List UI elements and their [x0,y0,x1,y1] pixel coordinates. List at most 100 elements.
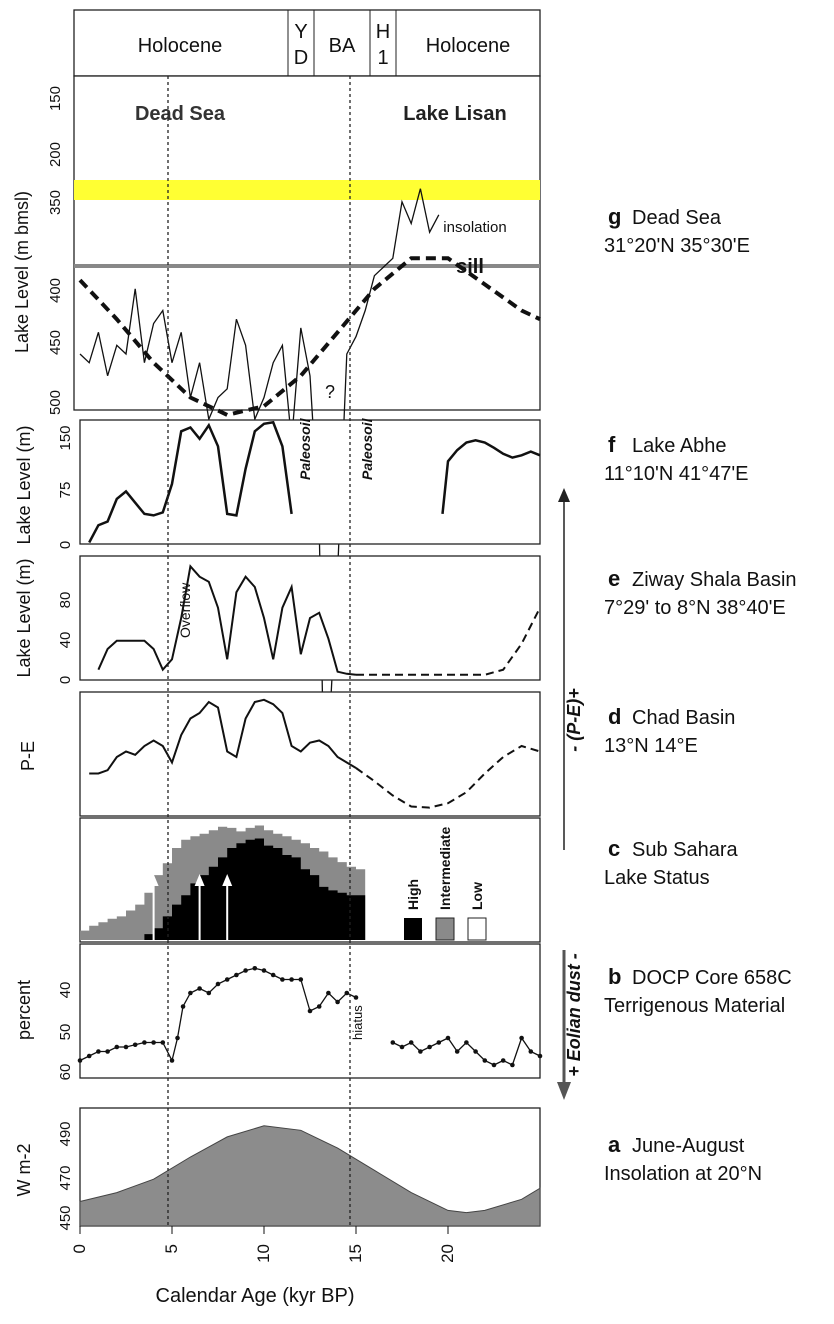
series-point [418,1049,423,1054]
panel-f-frame [79,419,541,545]
panel-f: Paleosoil Paleosoil 0 75 150 Lake Level … [14,417,748,549]
panel-g-ytick: 150 [47,86,64,111]
panel-f-ytick: 0 [57,541,74,549]
series-point [482,1058,488,1063]
period-label-h1-2: 1 [377,47,388,69]
pe-arrow-label: - (P-E)+ [564,688,584,752]
series-point [510,1062,515,1068]
series-point [175,1035,180,1041]
panel-a-series [79,1125,541,1227]
series-point [445,1035,451,1041]
series-point [399,1044,405,1050]
period-header-frame [73,9,541,77]
period-header: Holocene Y D BA H 1 Holocene [73,9,541,77]
panel-g: Dead Sea Lake Lisan insolation sill ? 15… [12,75,750,811]
series-point [206,990,212,996]
series-point [114,1044,120,1050]
period-label: Holocene [426,35,511,57]
panel-e-ytick: 40 [57,632,74,649]
series-point [105,1049,110,1054]
series-point [280,977,285,982]
pe-arrow-head [558,488,570,502]
series-point [491,1062,497,1068]
x-axis-label: Calendar Age (kyr BP) [156,1285,355,1307]
series-point [160,1040,166,1045]
series-point [252,965,258,971]
panel-g-title: Dead Sea [632,207,722,229]
x-axis: Calendar Age (kyr BP) 0 5 10 15 20 [70,1226,457,1307]
panel-g-yellow-band [74,180,540,200]
panel-a-letter: a [608,1132,621,1157]
panel-e-title: Ziway Shala Basin [632,569,797,591]
series-point [298,977,304,982]
series-line-0 [79,188,440,811]
series-line-0 [89,698,357,775]
panel-b-title: DOCP Core 658C [632,967,792,989]
period-label-yd-1: Y [294,21,307,43]
eolian-arrow-label: + Eolian dust - [564,953,584,1077]
series-point [261,968,267,973]
x-tick-label: 0 [70,1244,89,1253]
series-point [224,977,230,982]
series-point [197,986,202,991]
series-point [353,995,359,1000]
series-point [307,1008,313,1014]
series-point [454,1049,460,1054]
panel-e: Overflow 0 40 80 Lake Level (m) e Ziway … [14,555,797,684]
x-tick-label: 5 [162,1244,181,1253]
series-line-1 [355,744,541,809]
panel-f-letter: f [608,432,616,457]
series-point [427,1044,432,1050]
panel-g-ylabel: Lake Level (m bmsl) [12,191,32,353]
panel-g-ytick: 200 [47,142,64,167]
series-point [326,990,331,996]
x-tick-label: 10 [254,1244,273,1263]
series-point [500,1058,506,1063]
series-line-0 [97,564,357,676]
panel-f-series [88,420,541,544]
panel-f-annotation: Paleosoil [359,417,375,480]
panel-b-ytick: 50 [57,1024,74,1041]
panel-a: 450 470 490 W m-2 a June-August Insolati… [14,1107,762,1231]
legend-swatch-low [467,917,487,941]
panel-e-letter: e [608,566,620,591]
series-point [537,1053,543,1059]
eolian-arrow-head [557,1082,571,1100]
panel-f-subtitle: 11°10'N 41°47'E [604,463,748,485]
panel-b-ytick: 60 [57,1064,74,1081]
panel-c-subtitle: Lake Status [604,867,710,889]
panel-d-title: Chad Basin [632,707,735,729]
panel-d-frame [79,691,541,817]
panel-c: High Intermediate Low c Sub Sahara Lake … [79,817,739,943]
panel-b-annotation: hiatus [350,1005,365,1040]
legend-swatch-high [404,918,422,940]
panel-a-ytick: 470 [57,1165,74,1190]
panel-g-ytick: 450 [47,330,64,355]
panel-g-letter: g [608,204,621,229]
panel-g-annotation: Dead Sea [135,103,226,125]
series-point [151,1040,156,1045]
legend-label-intermediate: Intermediate [437,827,453,910]
panel-f-ytick: 75 [57,482,74,499]
panel-a-title: June-August [632,1135,745,1157]
series-point [77,1058,83,1063]
series-point [464,1040,469,1045]
panel-b-series [77,965,543,1068]
panel-g-frame [73,75,541,411]
panel-g-ytick: 350 [47,190,64,215]
series-point [234,972,239,978]
panel-d-subtitle: 13°N 14°E [604,735,698,757]
side-arrows: - (P-E)+ + Eolian dust - [557,488,584,1100]
panel-e-ytick: 80 [57,592,74,609]
panel-a-ytick: 450 [57,1205,74,1230]
panel-g-series [78,188,541,811]
series-point [180,1004,186,1009]
panel-d-series [89,698,541,809]
panel-e-subtitle: 7°29' to 8°N 38°40'E [604,597,786,619]
panel-g-annotation: insolation [443,219,506,236]
panel-e-ylabel: Lake Level (m) [14,558,34,677]
series-point [215,981,221,987]
panel-b: hiatus 40 50 60 percent b DOCP Core 658C… [14,943,792,1081]
x-tick-label: 15 [346,1244,365,1263]
series-point [344,990,350,996]
